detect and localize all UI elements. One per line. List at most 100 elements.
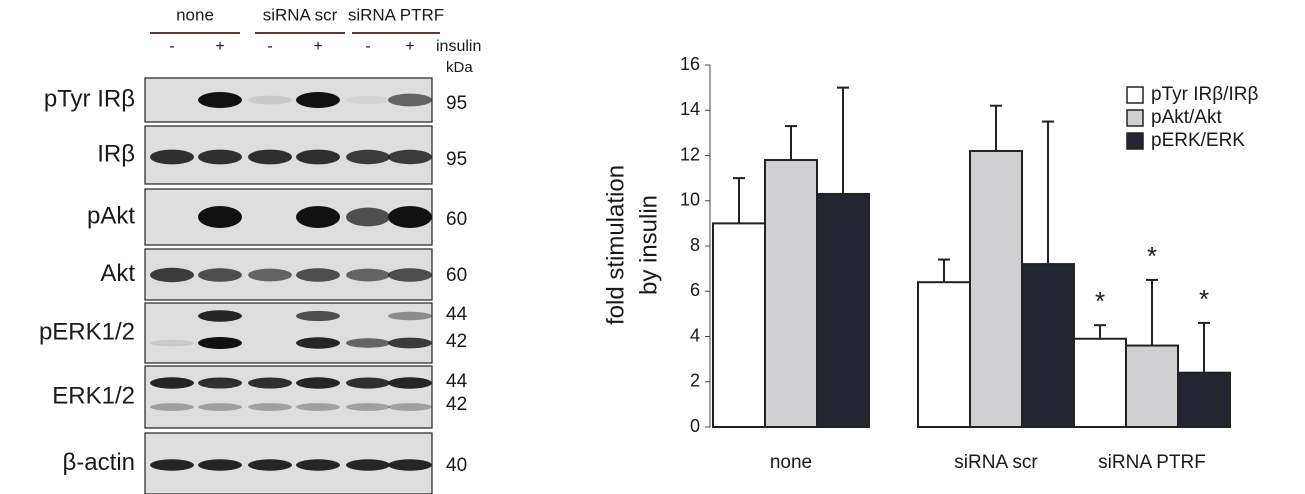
y-axis-label: fold stimulation <box>602 165 629 325</box>
legend-swatch <box>1127 87 1143 103</box>
band <box>248 459 292 470</box>
band <box>346 338 390 348</box>
band <box>150 403 194 411</box>
band <box>150 150 194 165</box>
y-tick-label: 10 <box>680 190 700 210</box>
band <box>296 268 340 282</box>
group-label: siRNA scr <box>263 5 338 24</box>
legend-label: pERK/ERK <box>1151 130 1245 151</box>
legend-label: pTyr IRβ/IRβ <box>1151 84 1258 105</box>
lane-sign: - <box>169 38 174 55</box>
row-label: pTyr IRβ <box>44 85 135 112</box>
band <box>346 403 390 411</box>
band <box>388 150 432 164</box>
band <box>198 337 242 349</box>
bar <box>918 282 970 427</box>
row-label: ERK1/2 <box>52 382 135 409</box>
y-tick-label: 16 <box>680 54 700 74</box>
lane-sign: + <box>215 38 224 55</box>
band <box>248 403 292 411</box>
y-tick-label: 8 <box>690 235 700 255</box>
band <box>150 377 194 388</box>
group-label: none <box>176 5 214 24</box>
band <box>346 96 390 104</box>
bar <box>1126 346 1178 427</box>
x-tick-label: siRNA scr <box>954 452 1038 473</box>
band <box>388 94 432 107</box>
significance-mark: * <box>1147 241 1157 271</box>
kda-value: 44 <box>446 371 468 392</box>
lane-sign: - <box>365 38 370 55</box>
band <box>248 269 292 282</box>
x-tick-label: siRNA PTRF <box>1098 452 1206 473</box>
kda-value: 95 <box>446 93 467 114</box>
band <box>388 459 432 470</box>
band <box>346 459 390 470</box>
band <box>150 268 194 282</box>
y-tick-label: 4 <box>690 325 700 345</box>
band <box>248 377 292 388</box>
treatment-label: insulin <box>436 38 481 55</box>
row-label: IRβ <box>97 140 135 167</box>
figure: none siRNA scr siRNA PTRF - + - + - + insulin kDa p… <box>0 0 1305 494</box>
kda-value: 40 <box>446 455 467 476</box>
bar <box>1178 373 1230 427</box>
band <box>296 377 340 388</box>
blot-panel <box>145 303 432 363</box>
significance-mark: * <box>1095 286 1105 316</box>
kda-value: 44 <box>446 304 468 325</box>
band <box>388 403 432 411</box>
bar <box>1022 264 1074 427</box>
bar <box>1074 339 1126 427</box>
band <box>388 206 432 228</box>
bar <box>765 160 817 427</box>
band <box>296 150 340 165</box>
band <box>198 377 242 388</box>
y-tick-label: 0 <box>690 416 700 436</box>
legend-swatch <box>1127 110 1143 126</box>
band <box>346 208 390 227</box>
bar <box>817 194 869 427</box>
kda-value: 60 <box>446 265 467 286</box>
legend-swatch <box>1127 133 1143 149</box>
kda-value: 42 <box>446 394 467 415</box>
band <box>198 268 242 282</box>
band <box>296 403 340 411</box>
band <box>248 150 292 165</box>
band <box>150 459 194 470</box>
lane-sign: + <box>313 38 322 55</box>
band <box>198 206 242 228</box>
y-axis-label: by insulin <box>635 195 662 295</box>
legend-label: pAkt/Akt <box>1151 107 1222 128</box>
band <box>346 377 390 388</box>
row-label: pERK1/2 <box>39 318 135 345</box>
kda-value: 42 <box>446 331 467 352</box>
kda-value: 60 <box>446 209 467 230</box>
significance-mark: * <box>1199 284 1209 314</box>
lane-sign: + <box>405 38 414 55</box>
band <box>388 338 432 349</box>
band <box>346 150 390 164</box>
band <box>388 268 432 282</box>
bar <box>970 151 1022 427</box>
band <box>150 340 194 347</box>
band <box>198 310 242 321</box>
y-tick-label: 12 <box>680 144 700 164</box>
y-tick-label: 2 <box>690 371 700 391</box>
group-label: siRNA PTRF <box>348 5 444 24</box>
kda-label: kDa <box>446 59 473 76</box>
bar <box>713 223 765 427</box>
band <box>248 96 292 105</box>
band <box>388 377 432 388</box>
lane-sign: - <box>267 38 272 55</box>
band <box>198 403 242 411</box>
band <box>296 311 340 321</box>
blot-panel <box>145 366 432 428</box>
band <box>346 269 390 282</box>
band <box>198 459 242 470</box>
y-tick-label: 6 <box>690 280 700 300</box>
band <box>296 206 340 228</box>
band <box>296 459 340 470</box>
row-label: pAkt <box>87 202 135 229</box>
kda-value: 95 <box>446 149 467 170</box>
